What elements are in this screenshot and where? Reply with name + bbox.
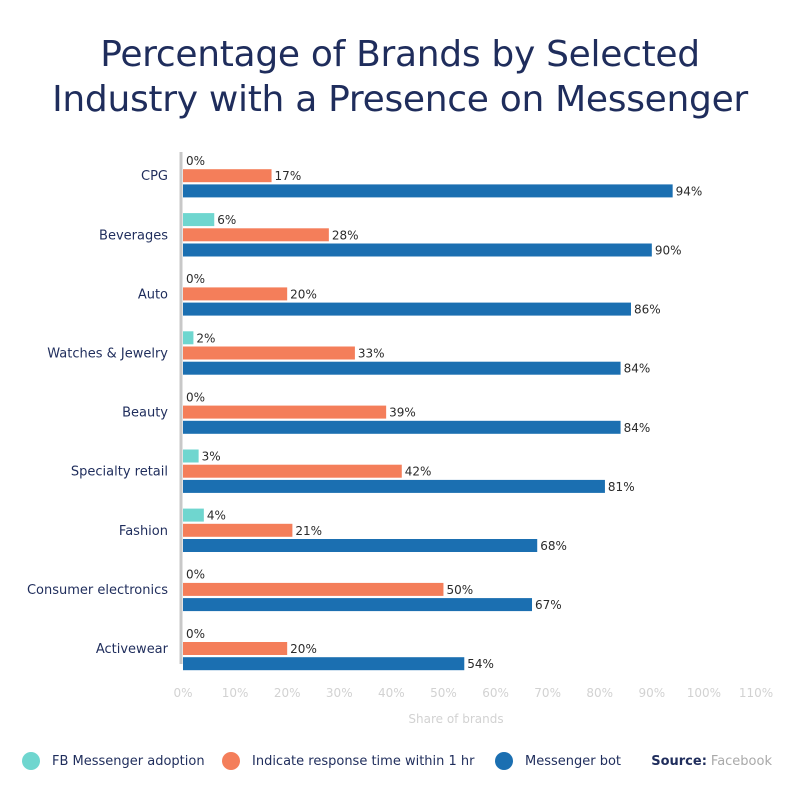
x-tick-label: 110% [739,686,773,700]
value-label-beverages-indicate-response-time-within-1-hr: 28% [332,228,359,242]
category-label-beverages: Beverages [99,228,168,243]
x-tick-label: 10% [222,686,249,700]
bar-consumer-electronics-messenger-bot [183,598,533,612]
bar-specialty-retail-fb-messenger-adoption [183,449,199,463]
value-label-fashion-messenger-bot: 68% [540,539,567,553]
value-label-consumer-electronics-indicate-response-time-within-1-hr: 50% [446,583,473,597]
value-label-cpg-messenger-bot: 94% [676,184,703,198]
legend-label-response-time: Indicate response time within 1 hr [252,753,475,769]
category-label-consumer-electronics: Consumer electronics [27,583,168,598]
x-tick-label: 100% [687,686,721,700]
legend: FB Messenger adoption Indicate response … [0,748,800,774]
title-line-1: Percentage of Brands by Selected [100,34,700,75]
value-label-fashion-indicate-response-time-within-1-hr: 21% [295,524,322,538]
source-note: Source: Facebook [651,748,772,774]
x-tick-label: 0% [173,686,192,700]
bar-fashion-indicate-response-time-within-1-hr [183,523,293,537]
source-label: Source: [651,753,707,769]
legend-swatch-fb-messenger-adoption [22,752,40,770]
value-label-specialty-retail-messenger-bot: 81% [608,480,635,494]
bar-specialty-retail-messenger-bot [183,479,605,493]
bar-watches-and-jewelry-fb-messenger-adoption [183,331,194,345]
bar-beauty-indicate-response-time-within-1-hr [183,405,387,419]
x-tick-label: 20% [274,686,301,700]
x-tick-label: 60% [482,686,509,700]
value-label-specialty-retail-fb-messenger-adoption: 3% [202,450,221,464]
value-label-beauty-indicate-response-time-within-1-hr: 39% [389,406,416,420]
bar-watches-and-jewelry-indicate-response-time-within-1-hr [183,346,355,360]
value-label-beverages-fb-messenger-adoption: 6% [217,213,236,227]
value-label-watches-and-jewelry-messenger-bot: 84% [624,362,651,376]
value-label-watches-and-jewelry-indicate-response-time-within-1-hr: 33% [358,347,385,361]
category-label-beauty: Beauty [122,406,168,421]
x-axis-title: Share of brands [408,712,503,726]
chart-title: Percentage of Brands by Selected Industr… [0,32,800,122]
value-label-fashion-fb-messenger-adoption: 4% [207,509,226,523]
value-label-consumer-electronics-messenger-bot: 67% [535,598,562,612]
legend-label-fb-messenger-adoption: FB Messenger adoption [52,753,205,769]
bar-beverages-indicate-response-time-within-1-hr [183,228,329,242]
bar-fashion-fb-messenger-adoption [183,508,204,522]
bar-specialty-retail-indicate-response-time-within-1-hr [183,464,402,478]
bar-fashion-messenger-bot [183,539,538,552]
legend-item-response-time: Indicate response time within 1 hr [222,748,475,774]
value-label-beauty-fb-messenger-adoption: 0% [186,390,205,404]
value-label-auto-indicate-response-time-within-1-hr: 20% [290,287,317,301]
legend-label-messenger-bot: Messenger bot [525,753,622,769]
legend-item-fb-messenger-adoption: FB Messenger adoption [22,748,205,774]
category-label-activewear: Activewear [96,642,169,657]
value-label-activewear-messenger-bot: 54% [467,657,494,671]
bar-auto-indicate-response-time-within-1-hr [183,287,288,301]
title-line-2: Industry with a Presence on Messenger [52,79,748,120]
value-label-cpg-fb-messenger-adoption: 0% [186,154,205,168]
bar-cpg-indicate-response-time-within-1-hr [183,169,272,183]
x-tick-label: 40% [378,686,405,700]
bar-consumer-electronics-indicate-response-time-within-1-hr [183,582,444,596]
value-label-activewear-fb-messenger-adoption: 0% [186,627,205,641]
value-label-auto-messenger-bot: 86% [634,303,661,317]
value-label-auto-fb-messenger-adoption: 0% [186,272,205,286]
bar-beauty-messenger-bot [183,420,621,434]
legend-item-messenger-bot: Messenger bot [495,748,621,774]
source-value: Facebook [710,753,772,769]
value-label-beverages-messenger-bot: 90% [655,244,682,258]
value-label-specialty-retail-indicate-response-time-within-1-hr: 42% [405,465,432,479]
bar-beverages-fb-messenger-adoption [183,213,215,227]
legend-swatch-messenger-bot [495,752,513,770]
legend-swatch-response-time [222,752,240,770]
category-label-fashion: Fashion [119,524,168,539]
value-label-cpg-indicate-response-time-within-1-hr: 17% [275,169,302,183]
bar-auto-messenger-bot [183,302,631,316]
x-tick-label: 50% [430,686,457,700]
bar-beverages-messenger-bot [183,243,652,257]
category-label-watches-and-jewelry: Watches & Jewelry [47,347,168,362]
bar-cpg-messenger-bot [183,184,673,198]
category-label-cpg: CPG [141,169,168,184]
x-tick-label: 80% [586,686,613,700]
bar-activewear-indicate-response-time-within-1-hr [183,642,288,655]
x-tick-label: 70% [534,686,561,700]
value-label-watches-and-jewelry-fb-messenger-adoption: 2% [196,331,215,345]
value-label-activewear-indicate-response-time-within-1-hr: 20% [290,642,317,656]
value-label-beauty-messenger-bot: 84% [624,421,651,435]
value-label-consumer-electronics-fb-messenger-adoption: 0% [186,568,205,582]
x-tick-label: 30% [326,686,353,700]
category-label-auto: Auto [138,287,168,302]
bar-watches-and-jewelry-messenger-bot [183,361,621,375]
bar-activewear-messenger-bot [183,657,465,671]
category-label-specialty-retail: Specialty retail [71,465,168,480]
bar-chart: CPG 0% 17% 94% Beverages 6% 28% 90% Auto 0% 20% 86%… [27,152,773,726]
x-tick-label: 90% [638,686,665,700]
